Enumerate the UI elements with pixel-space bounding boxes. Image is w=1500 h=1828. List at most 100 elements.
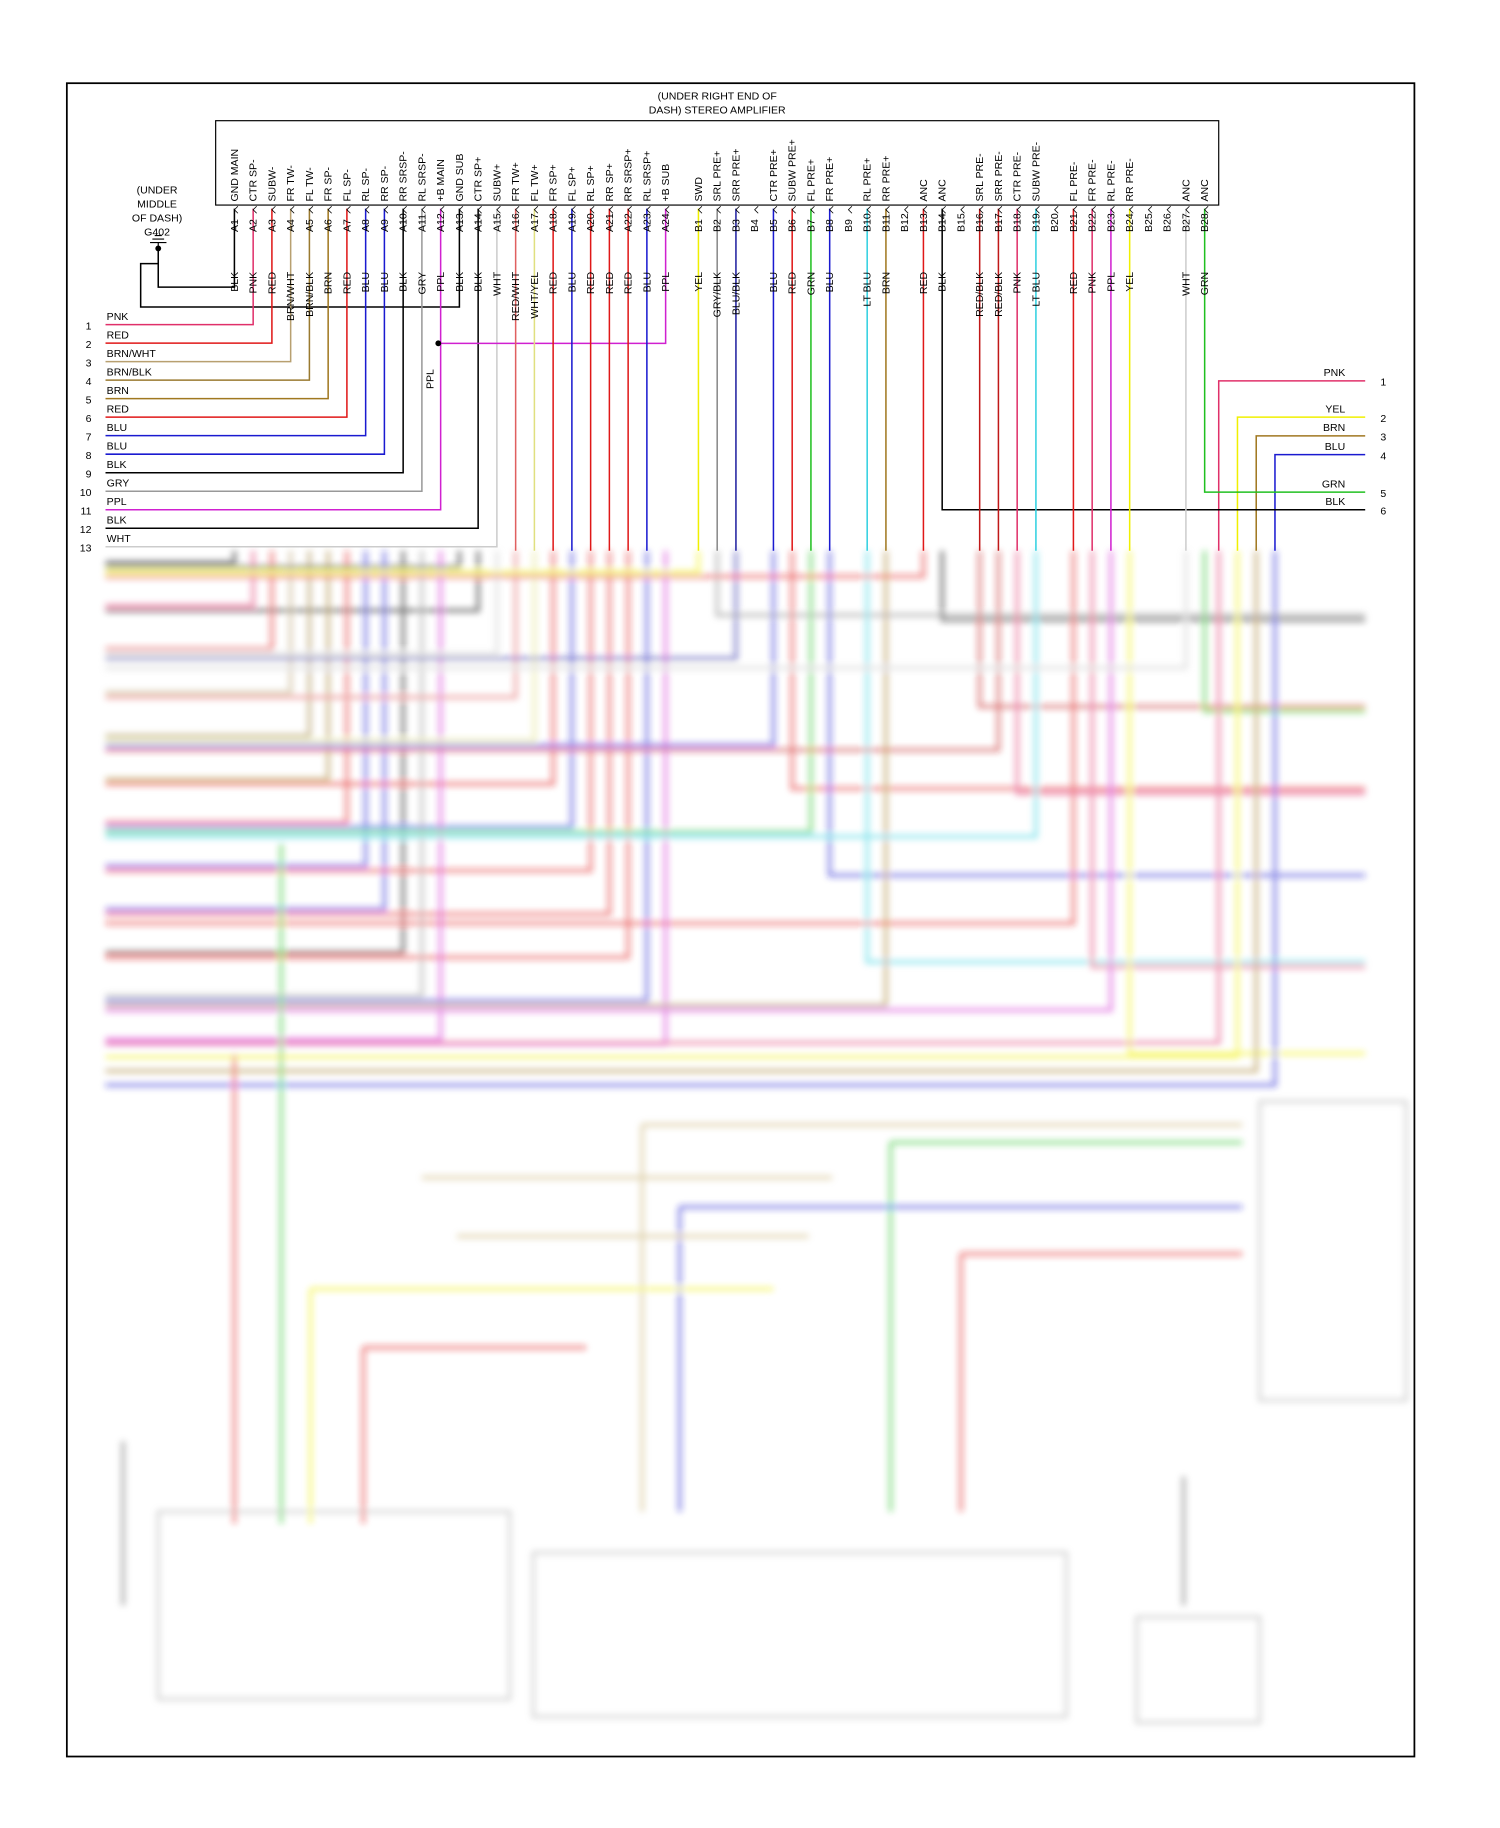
blurred-wire: [865, 550, 1366, 964]
wire-color: RED: [604, 271, 616, 294]
pin-number: B9: [843, 219, 855, 232]
pin-function: ANC: [918, 179, 930, 202]
pin-number: A22: [623, 213, 635, 232]
harness-wire-label: RED: [107, 403, 130, 415]
pin-function: RR SP+: [604, 163, 616, 201]
pin-number: A14: [473, 213, 485, 232]
pin-function: FL PRE+: [805, 159, 817, 202]
blurred-wire: [105, 550, 349, 825]
harness-number: 8: [86, 450, 92, 462]
harness-number: 1: [86, 320, 92, 332]
pin-function: SUBW+: [491, 164, 503, 202]
pin-mark: [716, 205, 721, 214]
pin-function: CTR SP+: [473, 157, 485, 202]
wire: [1203, 208, 1366, 493]
wire: [941, 208, 1366, 511]
pin-number: B11: [880, 214, 892, 232]
blurred-wire: [105, 550, 888, 1008]
blurred-wire: [105, 550, 1240, 1059]
pin-number: B5: [768, 219, 780, 232]
blurred-wire: [105, 550, 1188, 670]
pin-mark: [922, 205, 928, 214]
harness-number: 2: [86, 339, 92, 351]
blurred-wire: [105, 550, 574, 830]
wire-color: PPL: [1105, 272, 1117, 292]
pin-function: SRL PRE-: [974, 153, 986, 202]
wire-color: BRN: [323, 272, 335, 294]
pin-mark: [1091, 205, 1096, 214]
pin-mark: [1110, 205, 1115, 214]
wire-color: LT BLU: [1030, 272, 1042, 307]
pin-mark: [346, 205, 351, 214]
harness-number: 5: [1380, 488, 1386, 500]
pin-number: B16: [974, 213, 986, 232]
pin-mark: [810, 205, 815, 214]
pin-number: A23: [641, 213, 653, 232]
wire-color: BLU: [379, 272, 391, 293]
wire-color: RED: [787, 271, 799, 294]
wire: [139, 208, 461, 308]
wire-color: BRN/BLK: [304, 272, 316, 317]
harness-wire-label: BLK: [107, 459, 127, 471]
pin-number: B25: [1143, 213, 1155, 232]
pin-mark: [904, 205, 909, 214]
pin-mark: [960, 205, 965, 214]
blurred-wire: [105, 550, 926, 579]
blurred-wire: [105, 550, 1001, 752]
wire-color: BLU: [641, 272, 653, 293]
blurred-wire: [105, 550, 612, 916]
harness-number: 13: [80, 542, 92, 554]
harness-wire-label: PNK: [1324, 367, 1346, 379]
wire-color: WHT: [491, 271, 503, 296]
wire-color: GRY/BLK: [712, 272, 724, 317]
ground-label: OF DASH): [132, 212, 182, 224]
pin-number: B14: [937, 213, 949, 232]
pin-number: A15: [491, 213, 503, 232]
pin-number: A24: [660, 213, 672, 232]
blurred-component: [157, 1510, 511, 1701]
pin-function: FL SP+: [566, 167, 578, 202]
wire: [105, 208, 292, 363]
pin-number: A13: [454, 213, 466, 232]
pin-function: ANC: [1199, 179, 1211, 202]
pin-number: B6: [787, 219, 799, 232]
harness-wire-label: PPL: [107, 496, 127, 508]
blurred-wire: [105, 550, 387, 912]
pin-mark: [829, 205, 834, 214]
wire: [105, 208, 423, 492]
pin-number: A5: [304, 219, 316, 232]
pin-number: A12: [435, 213, 447, 232]
blurred-wire: [105, 550, 312, 738]
harness-number: 9: [86, 468, 92, 480]
wire: [105, 208, 386, 455]
blurred-wire: [105, 550, 649, 1003]
blurred-wire: [105, 550, 813, 834]
harness-wire-label: BLU: [107, 422, 128, 434]
wire-color: GRN: [1199, 272, 1211, 295]
pin-function: SRR PRE+: [730, 149, 742, 202]
pin-number: A20: [585, 213, 597, 232]
wire-color: GRY: [416, 272, 428, 295]
wire-color: PPL: [660, 272, 672, 292]
pin-number: B19: [1030, 213, 1042, 232]
title-line: DASH) STEREO AMPLIFIER: [649, 105, 786, 117]
pin-mark: [1185, 205, 1190, 214]
pin-mark: [515, 205, 520, 214]
pin-mark: [233, 205, 239, 214]
blurred-wire: [105, 550, 1038, 839]
pin-mark: [735, 205, 740, 214]
splice-label: PPL: [425, 369, 437, 389]
wire-color: RED: [623, 271, 635, 294]
blurred-wire: [105, 550, 499, 656]
pin-function: RL PRE-: [1105, 160, 1117, 202]
wire: [105, 208, 442, 511]
pin-mark: [365, 205, 370, 214]
harness-number: 1: [1380, 377, 1386, 389]
pin-mark: [997, 205, 1003, 214]
pin-number: A2: [248, 219, 260, 232]
wire-color: PPL: [435, 272, 447, 292]
pin-number: A16: [510, 213, 522, 232]
blurred-wire: [827, 550, 1366, 878]
wire: [105, 208, 329, 400]
pin-function: RL SP-: [360, 168, 372, 202]
